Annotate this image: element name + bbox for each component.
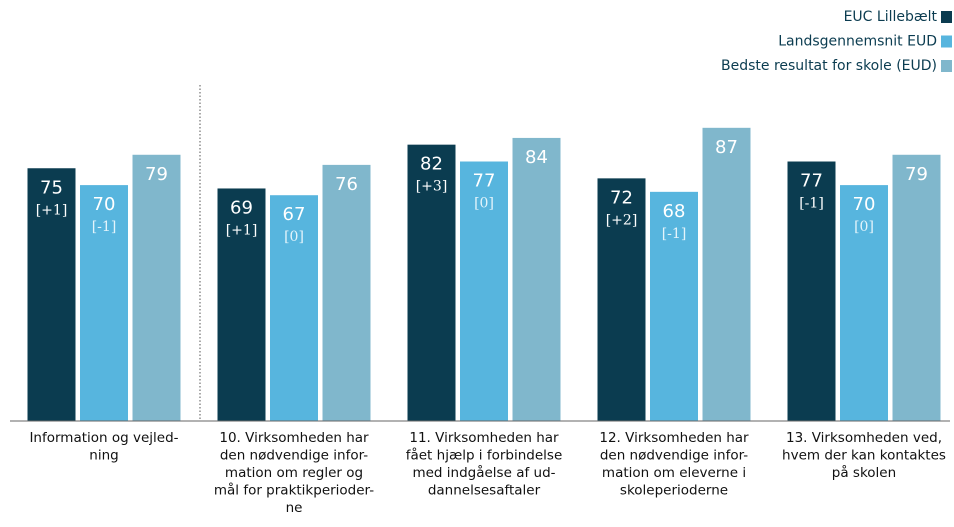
x-tick-label: hvem der kan kontaktes — [782, 448, 946, 464]
bar — [512, 137, 561, 422]
x-tick-label: med indgåelse af ud- — [412, 464, 555, 481]
value-label: 68 — [663, 201, 686, 222]
bar — [597, 178, 646, 421]
x-tick-label: på skolen — [832, 464, 896, 481]
legend-swatch — [941, 35, 952, 48]
change-label: [+2] — [606, 212, 638, 228]
legend-swatch — [941, 11, 952, 23]
x-tick-label: den nødvendige infor- — [220, 448, 368, 464]
value-label: 87 — [715, 137, 738, 158]
x-tick-label: mation om regler og — [225, 465, 363, 481]
bar — [460, 161, 508, 421]
x-tick-label: den nødvendige infor- — [600, 448, 748, 464]
bar — [892, 154, 941, 421]
value-label: 79 — [145, 164, 168, 185]
value-label: 72 — [610, 187, 633, 208]
x-tick-label: 12. Virksomheden har — [599, 430, 749, 446]
legend-label: Bedste resultat for skole (EUD) — [721, 58, 937, 74]
legend-label: Landsgennemsnit EUD — [778, 34, 937, 50]
change-label: [-1] — [799, 196, 824, 212]
x-tick-label: ne — [286, 500, 303, 516]
value-label: 77 — [473, 171, 496, 192]
x-tick-label: ning — [89, 448, 118, 464]
bar — [840, 185, 888, 421]
value-label: 75 — [40, 177, 63, 198]
value-label: 79 — [905, 164, 928, 185]
value-label: 77 — [800, 171, 823, 192]
bar — [270, 195, 318, 421]
change-label: [-1] — [662, 226, 687, 242]
bar — [27, 168, 76, 421]
bar — [702, 127, 751, 421]
change-label: [0] — [474, 196, 494, 212]
x-tick-label: 10. Virksomheden har — [219, 430, 369, 446]
bar — [787, 161, 836, 421]
legend-label: EUC Lillebælt — [844, 9, 938, 25]
value-label: 67 — [283, 204, 306, 225]
change-label: [+3] — [416, 179, 448, 195]
value-label: 70 — [93, 194, 116, 215]
bar — [407, 144, 456, 421]
bar — [132, 154, 181, 421]
x-tick-label: mation om eleverne i — [602, 465, 746, 481]
x-tick-label: skoleperioderne — [620, 483, 728, 499]
bar — [217, 188, 266, 421]
legend-swatch — [941, 60, 952, 72]
bar — [650, 191, 698, 421]
value-label: 70 — [853, 194, 876, 215]
x-tick-label: 13. Virksomheden ved, — [786, 430, 942, 446]
bar — [322, 164, 371, 421]
change-label: [+1] — [36, 202, 68, 218]
x-tick-label: dannelsesaftaler — [428, 483, 541, 499]
change-label: [-1] — [92, 219, 117, 235]
value-label: 69 — [230, 197, 253, 218]
change-label: [0] — [284, 229, 304, 245]
bar — [80, 185, 128, 421]
x-tick-label: fået hjælp i forbindelse — [406, 447, 563, 464]
value-label: 84 — [525, 147, 548, 168]
change-label: [+1] — [226, 222, 258, 238]
x-tick-label: Information og vejled- — [29, 430, 178, 446]
change-label: [0] — [854, 219, 874, 235]
x-tick-label: 11. Virksomheden har — [409, 430, 559, 446]
value-label: 76 — [335, 174, 358, 195]
x-tick-label: mål for praktikperioder- — [214, 482, 374, 499]
value-label: 82 — [420, 154, 443, 175]
